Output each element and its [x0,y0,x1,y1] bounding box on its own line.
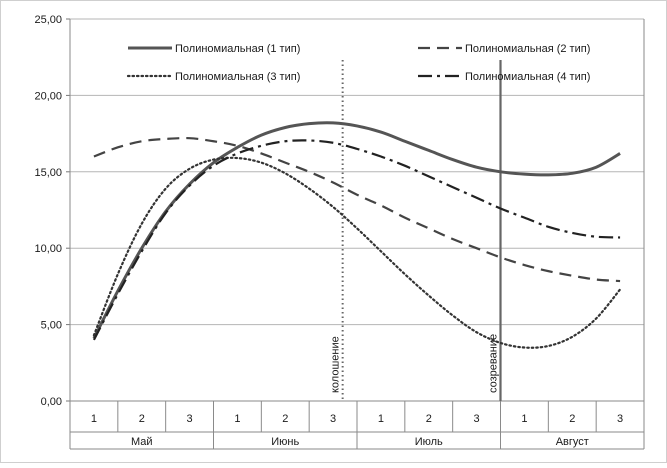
x-tick-label: 1 [521,413,527,425]
x-tick-label: 2 [139,413,145,425]
x-tick-label: 2 [569,413,575,425]
x-tick-label: 2 [282,413,288,425]
x-tick-label: 3 [617,413,623,425]
y-tick-label: 15,00 [34,167,62,179]
y-tick-label: 10,00 [34,243,62,255]
x-tick-label: 1 [234,413,240,425]
x-group-label: Июль [415,436,443,448]
x-group-label: Май [131,436,153,448]
x-group-label: Июнь [271,436,299,448]
x-tick-label: 3 [187,413,193,425]
x-tick-label: 2 [426,413,432,425]
legend-label-type-4: Полиномиальная (4 тип) [465,71,590,83]
annotation-label-heading: колошение [330,336,342,393]
legend-label-type-3: Полиномиальная (3 тип) [175,71,300,83]
x-tick-label: 1 [378,413,384,425]
y-tick-label: 25,00 [34,14,62,26]
x-group-label: Август [556,436,589,448]
legend-label-type-2: Полиномиальная (2 тип) [465,43,590,55]
x-tick-label: 1 [91,413,97,425]
x-tick-label: 3 [474,413,480,425]
legend-label-type-1: Полиномиальная (1 тип) [175,43,300,55]
y-tick-label: 0,00 [41,396,62,408]
x-tick-label: 3 [330,413,336,425]
y-tick-label: 5,00 [41,320,62,332]
y-tick-label: 20,00 [34,90,62,102]
